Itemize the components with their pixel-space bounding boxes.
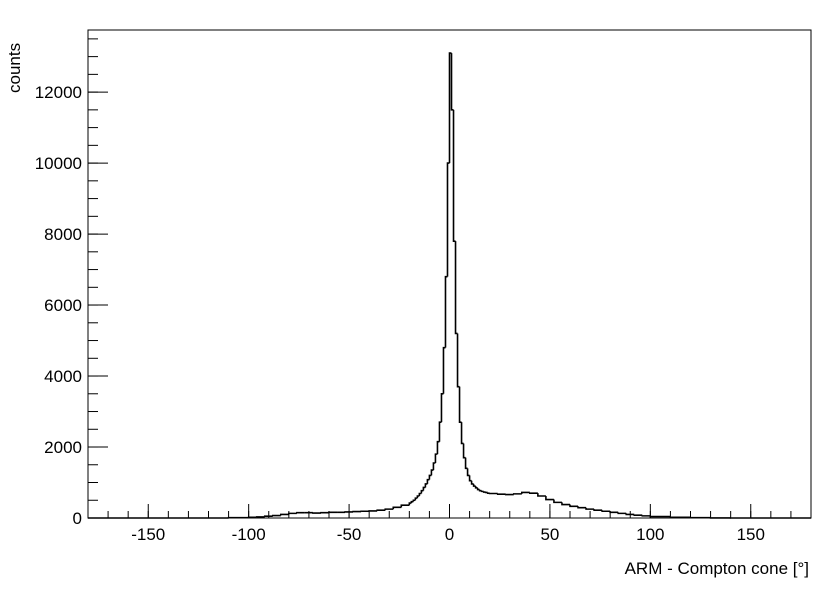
histogram-bin — [385, 509, 393, 510]
histogram-bin — [401, 505, 409, 507]
x-tick-label: -100 — [232, 525, 266, 544]
histogram-bin — [433, 463, 435, 470]
histogram-bin — [441, 394, 443, 422]
histogram-bin — [578, 506, 586, 507]
histogram-bin — [586, 508, 594, 509]
histogram-bin — [554, 500, 562, 503]
histogram-bin — [478, 488, 480, 490]
histogram-bin — [415, 498, 417, 500]
histogram-bin — [445, 277, 447, 348]
histogram-bin — [530, 492, 538, 493]
histogram-bin — [437, 442, 439, 454]
histogram-bin — [474, 484, 476, 486]
histogram-bin — [488, 492, 490, 493]
x-tick-label: 0 — [445, 525, 454, 544]
histogram-bin — [466, 458, 468, 469]
histogram-bin — [417, 496, 419, 498]
histogram-bin — [393, 507, 401, 509]
histogram-bin — [454, 110, 456, 241]
x-axis-label: ARM - Compton cone [°] — [625, 559, 809, 578]
x-tick-label: -150 — [131, 525, 165, 544]
x-tick-label: 50 — [540, 525, 559, 544]
y-tick-label: 12000 — [35, 83, 82, 102]
histogram-bin — [562, 502, 570, 504]
histogram-bin — [472, 481, 474, 484]
x-tick-label: 150 — [737, 525, 765, 544]
histogram-bin — [281, 514, 289, 515]
histogram-bin — [650, 516, 670, 517]
histogram-bin — [618, 512, 626, 513]
histogram-bin — [423, 487, 425, 490]
histogram-bin — [458, 333, 460, 386]
histogram-bin — [476, 486, 478, 488]
y-axis-label: counts — [5, 43, 24, 93]
y-tick-label: 0 — [73, 509, 82, 528]
histogram-bin — [462, 422, 464, 443]
histogram-bin — [522, 492, 530, 493]
histogram-bin — [431, 470, 433, 475]
histogram-bin — [409, 503, 411, 505]
histogram-bin — [273, 516, 281, 517]
histogram-bin — [265, 516, 273, 517]
histogram-bin — [484, 491, 486, 492]
y-tick-label: 8000 — [44, 225, 82, 244]
histogram-bin — [425, 484, 427, 488]
histogram-bin — [602, 510, 610, 511]
histogram-bin — [468, 468, 470, 475]
histogram-bin — [594, 509, 602, 510]
histogram-bin — [470, 475, 472, 480]
histogram-bin — [460, 387, 462, 422]
histogram-bin — [546, 496, 554, 500]
histogram-bin — [610, 511, 618, 512]
histogram-bin — [427, 480, 429, 484]
histogram-bin — [480, 490, 482, 491]
histogram-bin — [456, 241, 458, 333]
x-tick-label: 100 — [636, 525, 664, 544]
histogram-bin — [443, 348, 445, 394]
histogram-bin — [439, 422, 441, 442]
histogram-bin — [634, 514, 642, 515]
histogram-bin — [482, 491, 484, 492]
histogram-bin — [498, 494, 506, 495]
histogram-bin — [514, 494, 522, 495]
histogram-bin — [435, 454, 437, 463]
histogram-bin — [464, 443, 466, 457]
x-tick-label: -50 — [337, 525, 362, 544]
histogram-bin — [429, 475, 431, 479]
y-tick-label: 10000 — [35, 154, 82, 173]
y-tick-label: 4000 — [44, 367, 82, 386]
histogram-bin — [377, 510, 385, 511]
histogram-bin — [421, 491, 423, 494]
histogram-bin — [538, 493, 546, 496]
histogram-bin — [411, 502, 413, 503]
histogram-bin — [452, 53, 454, 110]
histogram-bin — [447, 163, 449, 277]
y-tick-label: 6000 — [44, 296, 82, 315]
y-tick-label: 2000 — [44, 438, 82, 457]
histogram-bin — [297, 513, 305, 514]
histogram-bin — [642, 515, 650, 516]
histogram-bin — [670, 517, 690, 518]
histogram-bin — [413, 500, 415, 501]
histogram-bin — [570, 505, 578, 507]
histogram-bin — [419, 494, 421, 496]
histogram-bin — [289, 513, 297, 514]
